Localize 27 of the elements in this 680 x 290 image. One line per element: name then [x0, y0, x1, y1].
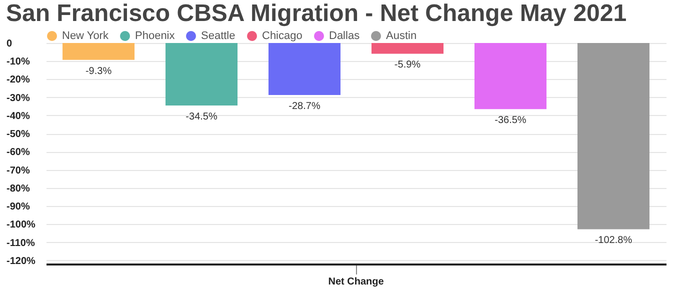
- y-tick-label: -10%: [6, 56, 30, 68]
- legend-label: New York: [62, 30, 109, 42]
- legend-label: Seattle: [201, 30, 236, 42]
- y-tick-label: -50%: [6, 129, 30, 140]
- text: -34.5%: [186, 111, 218, 122]
- y-tick-label: 0: [6, 38, 12, 50]
- text: -102.8%: [594, 235, 632, 246]
- chart-title: San Francisco CBSA Migration - Net Change May 2021: [6, 0, 627, 27]
- y-tick-label: -80%: [6, 183, 30, 194]
- y-tick-label: -70%: [6, 165, 30, 176]
- y-tick-label: -90%: [6, 202, 30, 213]
- text: -9.3%: [85, 66, 112, 77]
- y-tick-label: -30%: [6, 92, 30, 104]
- x-tick-label: Net Change: [328, 276, 384, 288]
- y-tick-label: -120%: [6, 256, 36, 267]
- y-tick-label: -40%: [6, 110, 30, 122]
- y-tick-label: -60%: [6, 147, 30, 158]
- text: -5.9%: [394, 60, 421, 71]
- y-tick-label: -20%: [6, 74, 30, 86]
- legend-label: Phoenix: [135, 30, 176, 42]
- y-tick-label: -100%: [6, 220, 36, 231]
- legend-label: Dallas: [329, 30, 360, 42]
- legend-label: Chicago: [262, 30, 302, 42]
- text: -36.5%: [494, 115, 526, 126]
- legend-label: Austin: [386, 30, 417, 42]
- text: -28.7%: [288, 100, 320, 112]
- y-tick-label: -110%: [6, 238, 35, 249]
